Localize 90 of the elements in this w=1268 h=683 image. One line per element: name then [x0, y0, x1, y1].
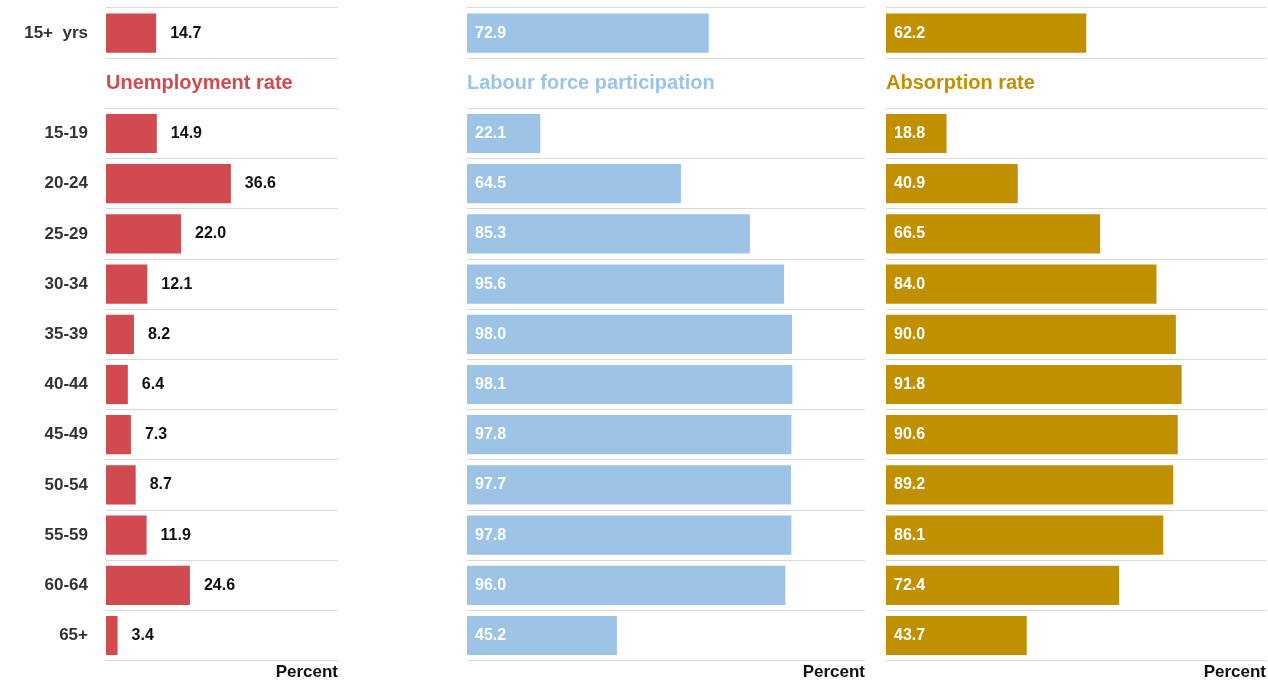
bar — [106, 615, 118, 656]
data-label: 98.1 — [475, 374, 507, 392]
y-tick-label: 20-24 — [44, 173, 89, 193]
data-label: 97.8 — [475, 525, 507, 543]
data-label: 85.3 — [475, 224, 507, 242]
bar — [106, 264, 148, 304]
bar — [886, 364, 1182, 405]
data-label: 36.6 — [244, 174, 277, 192]
bar — [886, 164, 1018, 204]
bar — [886, 113, 947, 154]
data-label: 84.0 — [894, 274, 926, 292]
bar — [886, 565, 1120, 605]
data-label: 24.6 — [203, 575, 236, 593]
y-tick-label: 40-44 — [44, 374, 89, 394]
data-label: 66.5 — [894, 224, 926, 242]
data-label: 8.2 — [147, 324, 171, 342]
bar — [106, 13, 157, 53]
bar — [467, 164, 681, 204]
y-tick-label: 45-49 — [44, 424, 88, 444]
bar — [106, 364, 128, 405]
bar — [467, 314, 793, 354]
x-axis-title: Percent — [802, 662, 866, 682]
text: Absorption rate — [886, 70, 1035, 93]
x-axis-title: Percent — [1203, 662, 1267, 682]
data-label: 97.8 — [475, 425, 507, 443]
bar — [886, 465, 1174, 505]
bar — [106, 415, 131, 455]
bar — [886, 264, 1157, 304]
data-label: 72.4 — [894, 575, 926, 593]
data-label: 43.7 — [894, 625, 926, 643]
bar — [467, 615, 617, 656]
data-label: 62.2 — [894, 23, 926, 41]
bar — [467, 364, 793, 405]
bar — [467, 465, 792, 505]
data-label: 91.8 — [894, 374, 926, 392]
data-label: 14.7 — [170, 23, 202, 41]
bar — [886, 615, 1027, 656]
data-label: 89.2 — [894, 475, 926, 493]
y-tick-label: 15+ yrs — [24, 22, 88, 42]
x-axis-title: Percent — [275, 662, 339, 682]
data-label: 12.1 — [161, 274, 193, 292]
data-label: 22.1 — [475, 123, 507, 141]
bar — [467, 415, 792, 455]
data-label: 11.9 — [160, 525, 191, 543]
data-label: 72.9 — [475, 23, 507, 41]
bar — [467, 264, 785, 304]
y-tick-label: 25-29 — [44, 223, 88, 243]
data-label: 86.1 — [894, 525, 926, 543]
bar — [886, 314, 1176, 354]
data-label: 40.9 — [894, 174, 926, 192]
bar — [886, 415, 1178, 455]
bar — [467, 13, 709, 53]
y-tick-label: 30-34 — [44, 273, 89, 293]
y-tick-label: 15-19 — [44, 123, 88, 143]
bar — [886, 515, 1164, 555]
data-label: 95.6 — [475, 274, 507, 292]
data-label: 98.0 — [475, 324, 507, 342]
y-tick-label: 65+ — [59, 625, 89, 645]
data-label: 18.8 — [894, 123, 926, 141]
y-tick-label: 55-59 — [44, 524, 88, 544]
bar — [106, 164, 231, 204]
bar — [106, 214, 182, 254]
data-label: 8.7 — [149, 475, 173, 493]
bar — [467, 565, 786, 605]
data-label: 97.7 — [475, 475, 507, 493]
bar — [106, 465, 136, 505]
text: Unemployment rate — [106, 70, 293, 93]
data-label: 22.0 — [195, 224, 227, 242]
data-label: 45.2 — [475, 625, 507, 643]
bar — [886, 13, 1087, 53]
text: Labour force participation — [467, 70, 715, 93]
bar — [467, 515, 792, 555]
data-label: 64.5 — [475, 174, 507, 192]
data-label: 90.6 — [894, 425, 926, 443]
bar — [886, 214, 1101, 254]
y-tick-label: 35-39 — [44, 323, 88, 343]
data-label: 7.3 — [144, 425, 168, 443]
data-label: 14.9 — [170, 123, 203, 141]
data-label: 3.4 — [131, 625, 154, 643]
bar — [467, 113, 541, 154]
bar — [467, 214, 750, 254]
bar — [106, 113, 157, 154]
data-label: 96.0 — [475, 575, 507, 593]
bar — [106, 515, 147, 555]
data-label: 90.0 — [894, 324, 926, 342]
y-tick-label: 60-64 — [44, 574, 89, 594]
bar — [106, 565, 190, 605]
data-label: 6.4 — [141, 374, 165, 392]
bar — [106, 314, 134, 354]
y-tick-label: 50-54 — [44, 474, 89, 494]
